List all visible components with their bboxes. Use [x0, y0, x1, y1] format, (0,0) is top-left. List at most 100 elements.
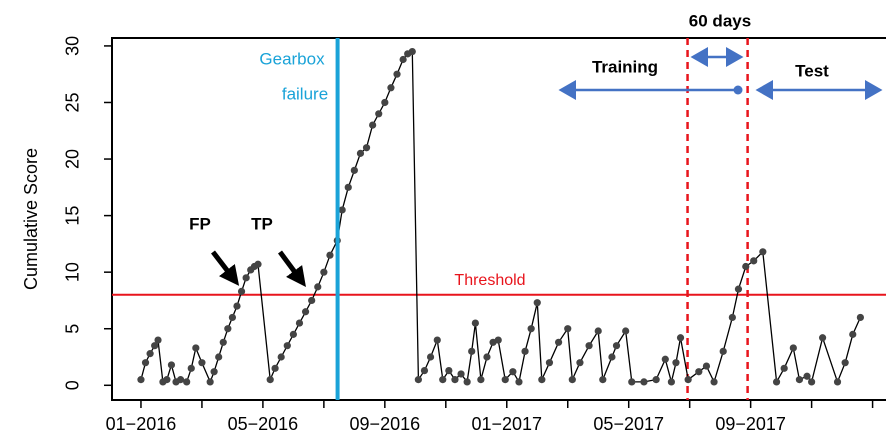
point	[554, 338, 563, 346]
point	[676, 334, 685, 342]
point	[295, 319, 304, 327]
point	[219, 338, 227, 346]
point	[564, 325, 572, 333]
point	[841, 359, 849, 367]
point	[387, 84, 395, 92]
point	[254, 260, 262, 268]
point	[242, 274, 250, 282]
point	[494, 336, 502, 344]
x-tick-label: 05−2017	[593, 414, 664, 434]
point	[457, 370, 465, 378]
failure-label: Gearbox	[259, 49, 325, 68]
point	[772, 378, 781, 386]
point	[483, 353, 491, 361]
tp-arrow	[277, 250, 306, 288]
point	[163, 376, 171, 384]
test-label: Test	[795, 61, 829, 80]
point	[271, 364, 279, 372]
point	[326, 251, 334, 259]
y-tick-label: 5	[63, 324, 83, 334]
point	[420, 366, 429, 375]
point	[509, 368, 517, 376]
point	[576, 359, 584, 367]
point	[314, 283, 322, 291]
point	[146, 350, 154, 358]
point	[594, 327, 602, 335]
x-tick-label: 09−2016	[350, 414, 421, 434]
point	[233, 302, 241, 310]
point	[206, 378, 214, 386]
training-label: Training	[592, 57, 658, 76]
y-tick-label: 15	[63, 206, 83, 226]
point	[445, 366, 453, 375]
point	[728, 313, 736, 322]
x-tick-label: 01−2016	[106, 414, 177, 434]
point	[538, 376, 546, 384]
point	[381, 98, 389, 107]
point	[612, 342, 621, 350]
point	[137, 376, 145, 384]
point	[192, 344, 200, 352]
point	[515, 378, 523, 386]
point	[702, 362, 711, 370]
point	[414, 376, 422, 384]
point	[433, 336, 441, 344]
point	[780, 364, 788, 372]
point	[856, 313, 864, 322]
plot-frame	[111, 37, 886, 401]
point	[451, 376, 459, 384]
series-line	[140, 50, 861, 385]
point	[808, 378, 816, 386]
failure-label: failure	[282, 84, 328, 103]
x-tick-label: 09−2017	[715, 414, 786, 434]
fp-label: FP	[189, 214, 211, 233]
y-tick-label: 10	[63, 262, 83, 282]
point	[803, 372, 811, 380]
point	[141, 359, 150, 367]
point	[695, 368, 703, 376]
y-tick-label: 20	[63, 149, 83, 169]
point	[585, 342, 593, 350]
point	[215, 353, 223, 361]
point	[501, 376, 509, 384]
point	[684, 376, 692, 384]
point	[289, 330, 297, 338]
point	[667, 378, 675, 386]
point	[818, 334, 827, 342]
point	[568, 376, 576, 384]
point	[399, 55, 407, 64]
point	[154, 336, 162, 344]
point	[338, 206, 346, 214]
point	[742, 262, 750, 271]
point	[661, 355, 669, 363]
point	[640, 378, 648, 386]
point	[237, 287, 246, 295]
point	[198, 359, 206, 367]
point	[734, 285, 743, 293]
point	[362, 144, 371, 152]
x-tick-label: 01−2017	[471, 414, 542, 434]
point	[463, 378, 471, 386]
threshold-label: Threshold	[454, 272, 525, 289]
point	[183, 378, 191, 386]
point	[210, 368, 218, 376]
y-tick-label: 30	[63, 36, 83, 56]
point	[710, 378, 718, 386]
point	[369, 121, 377, 129]
point	[608, 353, 616, 361]
point	[652, 376, 660, 384]
point	[599, 376, 607, 384]
point	[833, 378, 842, 386]
point	[277, 353, 285, 361]
training-end	[733, 85, 743, 95]
point	[228, 313, 237, 322]
point	[167, 361, 176, 369]
point	[622, 327, 630, 335]
point	[439, 376, 447, 384]
point	[408, 47, 416, 56]
point	[795, 376, 804, 384]
point	[628, 378, 636, 386]
point	[301, 308, 310, 316]
point	[176, 376, 185, 384]
